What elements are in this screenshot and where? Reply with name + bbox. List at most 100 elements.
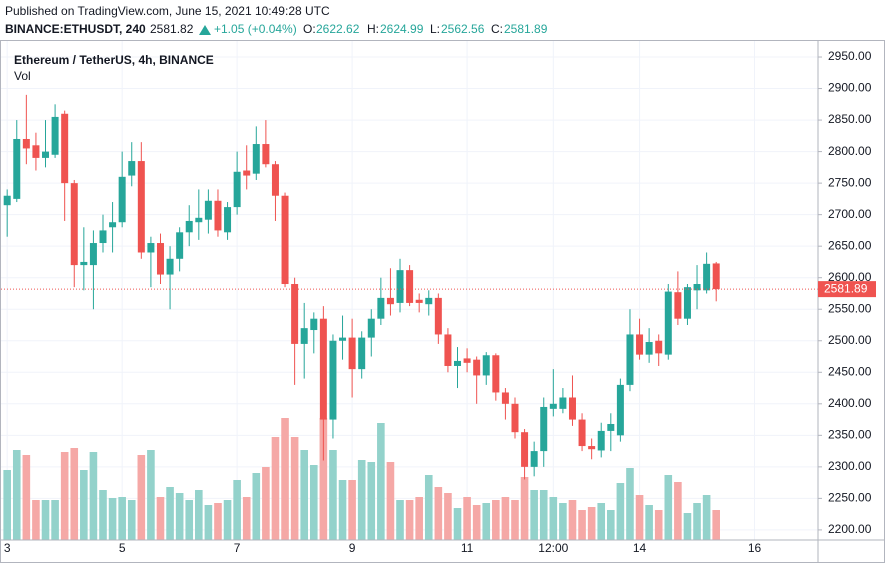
candle-body (13, 138, 21, 199)
candle-body (291, 284, 299, 344)
candle-body (463, 358, 471, 363)
volume-bar (175, 493, 184, 540)
candle-body (492, 355, 500, 393)
candle-body (61, 113, 69, 184)
volume-bar (434, 487, 443, 540)
candle-body (147, 243, 155, 253)
volume-bar (559, 503, 567, 540)
open-label: O: (303, 22, 316, 36)
candle-body (185, 220, 193, 233)
volume-bar (127, 500, 136, 540)
candle-body (703, 263, 711, 291)
candle-body (693, 284, 701, 291)
volume-bar (156, 497, 165, 540)
volume-bar (233, 480, 241, 540)
volume-bar (424, 475, 433, 540)
candle-body (166, 258, 174, 275)
candle-body (156, 243, 164, 275)
y-tick-label: 2350.00 (828, 428, 872, 442)
volume-bar (587, 507, 596, 540)
volume-bar (262, 467, 270, 540)
volume-bar (348, 480, 356, 540)
volume-bar (492, 500, 500, 540)
candle-body (568, 397, 576, 420)
candle-body (358, 337, 366, 370)
volume-bar (482, 503, 491, 540)
volume-bar (242, 497, 251, 540)
volume-bar (147, 450, 155, 540)
volume-bar (99, 490, 107, 540)
volume-bar (463, 497, 471, 540)
volume-bar (204, 505, 213, 540)
candle-body (329, 340, 337, 420)
last-price-label: 2581.89 (824, 281, 868, 295)
volume-bar (195, 490, 203, 540)
volume-bar (281, 418, 289, 540)
y-tick-label: 2250.00 (828, 491, 872, 505)
volume-bar (3, 470, 11, 540)
candle-body (386, 297, 394, 305)
candle-body (70, 183, 78, 266)
x-tick-label: 11 (461, 541, 474, 555)
volume-bar (80, 470, 88, 540)
volume-bar (32, 500, 40, 540)
volume-bar (60, 452, 69, 540)
last-price: 2581.82 (150, 22, 194, 36)
volume-bar (501, 497, 510, 540)
candle-body (243, 170, 251, 176)
candle-body (214, 200, 222, 231)
candle-body (300, 328, 308, 344)
change: +1.05 (+0.04%) (214, 22, 297, 36)
volume-bar (444, 493, 452, 540)
candle-body (425, 297, 433, 305)
candle-body (262, 144, 270, 165)
candle-body (42, 151, 50, 158)
x-tick-label: 7 (234, 541, 241, 555)
volume-bar (693, 503, 701, 540)
volume-bar (712, 510, 720, 540)
candle-body (655, 340, 663, 354)
candle-body (597, 430, 605, 451)
up-arrow (199, 25, 211, 35)
y-tick-label: 2450.00 (828, 364, 872, 378)
candle-body (540, 406, 548, 452)
candle-body (3, 195, 11, 206)
volume-bar (549, 497, 558, 540)
x-tick-label: 16 (748, 541, 762, 555)
candle-body (80, 261, 88, 266)
x-tick-label: 3 (4, 541, 11, 555)
candle-body (636, 334, 644, 355)
volume-bar (338, 480, 347, 540)
candle-body (549, 403, 557, 409)
volume-bar (22, 455, 31, 540)
candle-body (367, 318, 375, 338)
volume-bar (290, 437, 299, 540)
volume-bar (654, 510, 663, 540)
candle-body (204, 200, 212, 220)
candle-body (501, 392, 509, 404)
candle-body (348, 337, 356, 370)
volume-bar (616, 483, 625, 540)
volume-bar (511, 500, 519, 540)
candle-body (137, 161, 145, 253)
high-value: 2624.99 (380, 22, 424, 36)
volume-bar (683, 513, 692, 540)
y-tick-label: 2850.00 (828, 112, 872, 126)
volume-bar (51, 500, 59, 540)
y-tick-label: 2900.00 (828, 81, 872, 95)
volume-bar (41, 500, 50, 540)
last-price-tag (818, 281, 876, 298)
volume-bar (118, 497, 126, 540)
candle-body (271, 164, 279, 196)
volume-bar (674, 482, 682, 540)
low-label: L: (430, 22, 440, 36)
volume-bar (530, 490, 538, 540)
candle-body (607, 423, 615, 431)
volume-bar (223, 500, 232, 540)
candle-body (683, 287, 691, 319)
close-value: 2581.89 (504, 22, 548, 36)
candle-body (406, 270, 414, 303)
volume-bar (539, 490, 548, 540)
candle-body (588, 446, 596, 450)
